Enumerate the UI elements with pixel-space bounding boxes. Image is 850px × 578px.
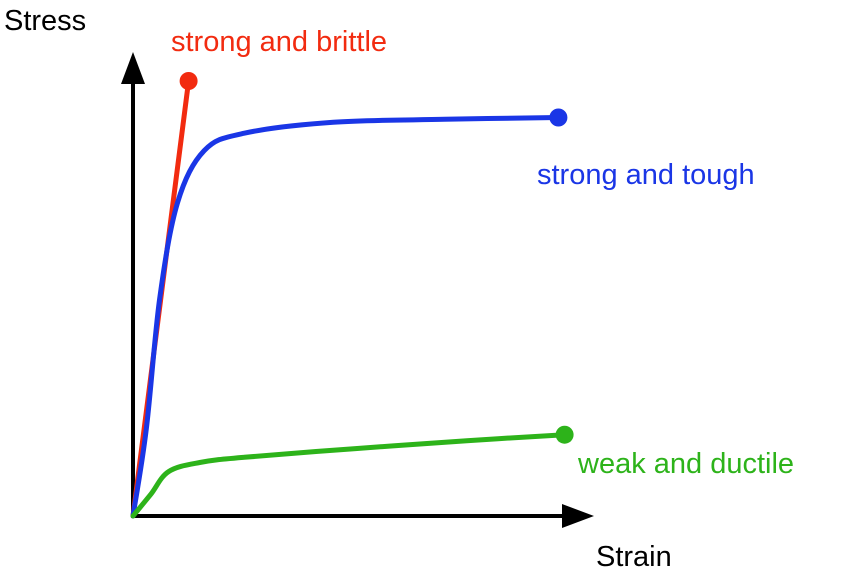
series-line-strong-tough: [130, 115, 561, 519]
x-axis-title: Strain: [596, 541, 672, 573]
series-endpoint-strong-tough: [549, 108, 568, 127]
series-endpoint-strong-brittle: [179, 72, 198, 90]
series-endpoint-weak-ductile: [555, 425, 574, 444]
series-layer: [130, 72, 574, 519]
series-line-weak-ductile: [130, 432, 568, 519]
series-label-weak-ductile: weak and ductile: [577, 448, 794, 480]
series-label-strong-brittle: strong and brittle: [171, 26, 387, 58]
y-axis-title: Stress: [4, 5, 86, 37]
x-axis-arrow-icon: [562, 504, 594, 528]
series-label-strong-tough: strong and tough: [537, 159, 755, 191]
y-axis-arrow-icon: [121, 52, 145, 84]
